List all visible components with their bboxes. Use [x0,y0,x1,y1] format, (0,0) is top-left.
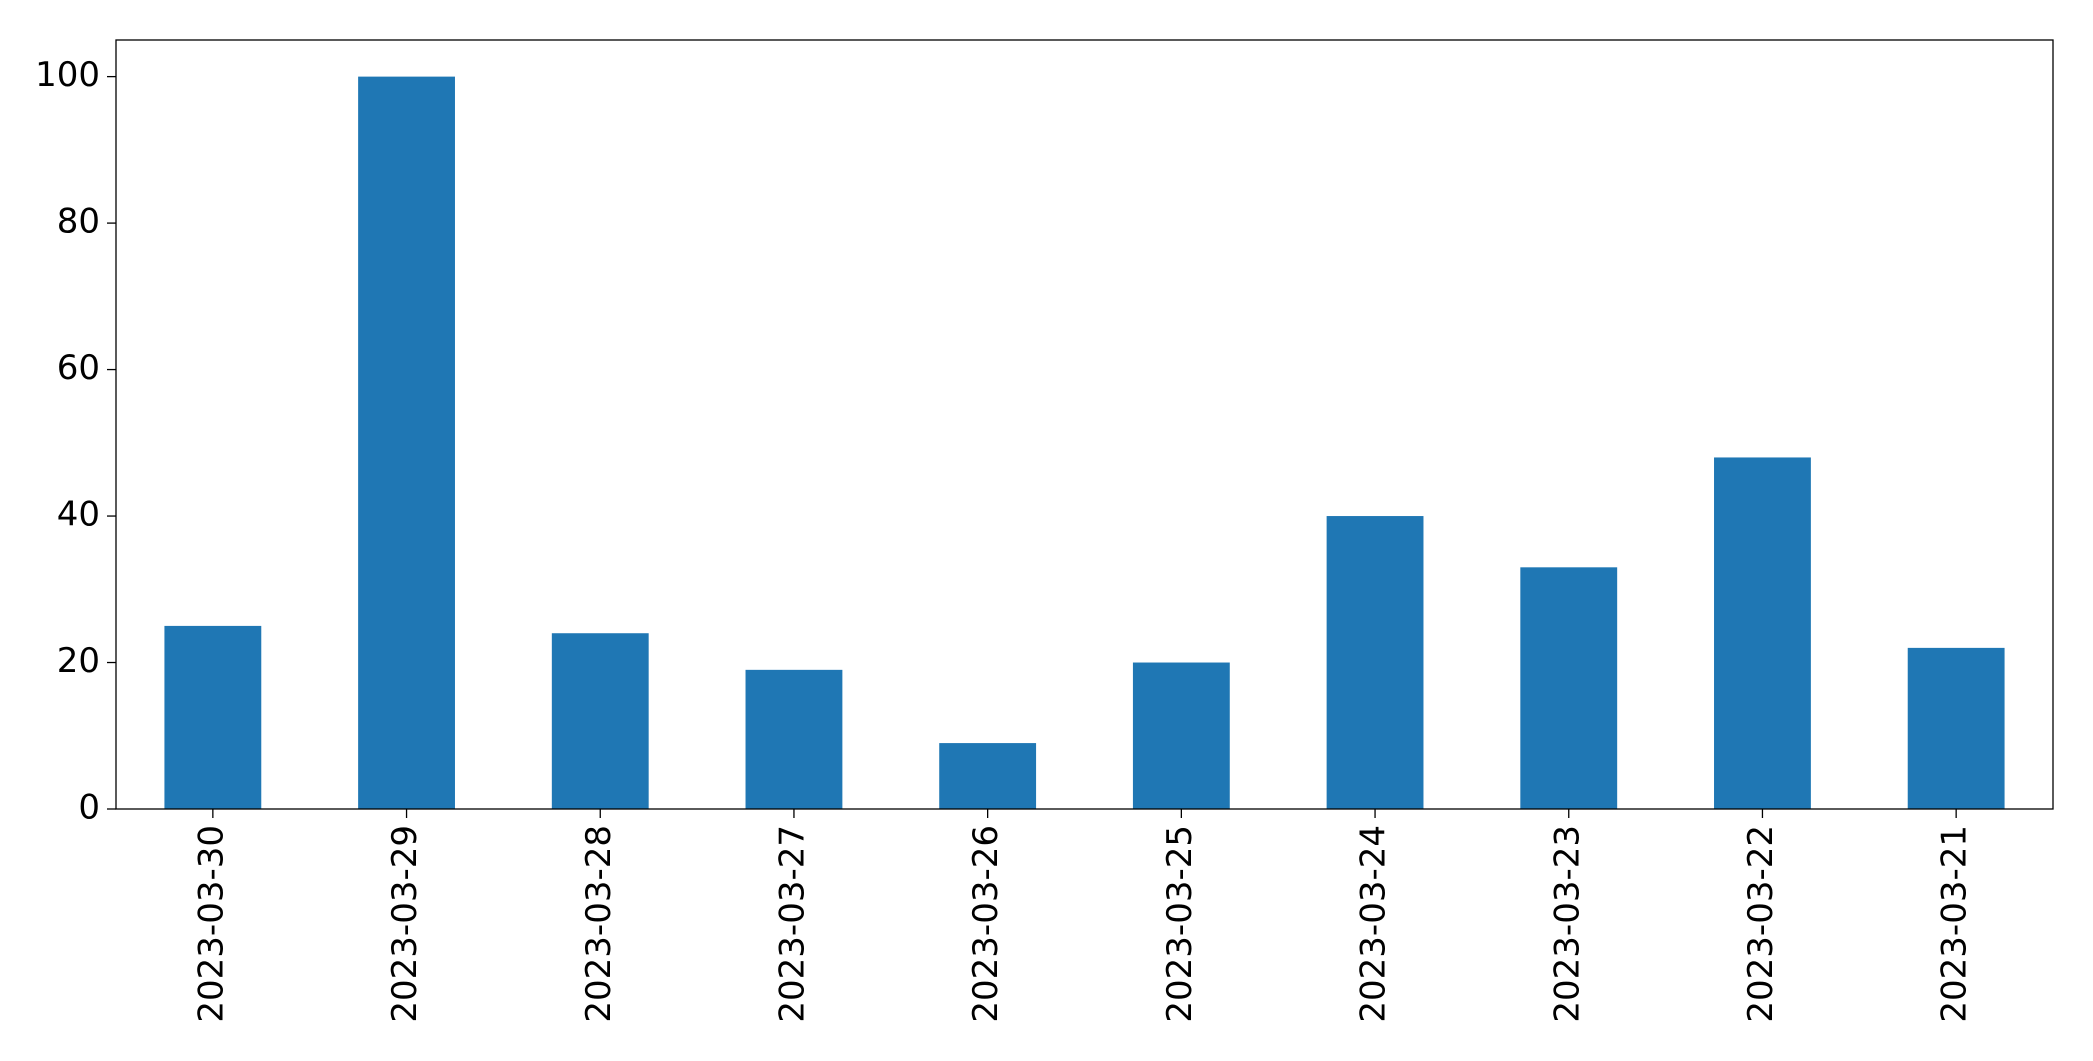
y-tick-label: 80 [57,202,100,242]
y-tick-label: 20 [57,641,100,681]
x-tick-label: 2023-03-23 [1547,825,1587,1023]
x-tick-label: 2023-03-27 [772,825,812,1023]
x-tick-label: 2023-03-29 [385,825,425,1023]
x-tick-label: 2023-03-26 [966,825,1006,1023]
x-tick-label: 2023-03-22 [1741,825,1781,1023]
bar [358,76,455,810]
bar [939,743,1037,809]
bar [1132,662,1230,809]
x-tick-label: 2023-03-21 [1935,825,1975,1023]
plot-frame [115,39,2054,810]
y-tick-label: 60 [57,348,100,388]
bar [1326,516,1424,809]
bar [745,669,843,809]
bar [164,625,262,809]
bar [1520,567,1618,809]
x-tick-label: 2023-03-30 [191,825,231,1023]
bar [1714,457,1811,809]
x-tick-label: 2023-03-28 [579,825,619,1023]
x-tick-label: 2023-03-25 [1160,825,1200,1023]
x-tick-label: 2023-03-24 [1354,825,1394,1023]
bar [1907,647,2005,809]
y-tick-label: 40 [57,495,100,535]
y-tick-label: 0 [78,788,100,828]
bar [551,633,649,809]
y-tick-label: 100 [35,55,100,95]
